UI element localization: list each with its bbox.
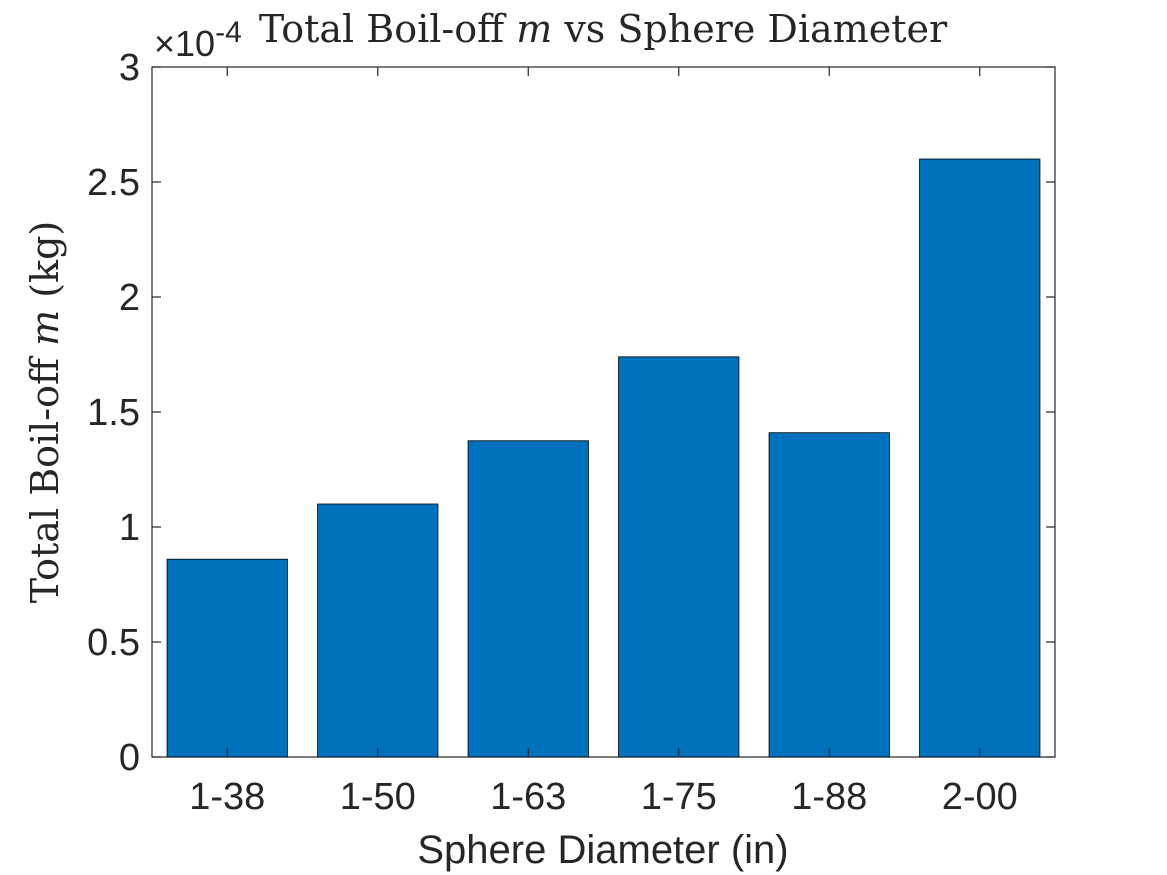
x-ticks-group: 1-38 1-50 1-63 1-75 1-88 2-00 [189, 67, 1018, 818]
y-axis-label-variable: m [23, 310, 67, 346]
bar-2-00 [919, 158, 1041, 758]
chart-title-variable: m [516, 7, 552, 51]
x-tick-label: 1-50 [340, 776, 416, 818]
bar-1-88 [768, 432, 890, 758]
x-tick-label: 1-88 [791, 776, 867, 818]
x-tick-label: 1-38 [189, 776, 265, 818]
x-axis-label: Sphere Diameter (in) [417, 828, 788, 872]
y-axis-label-suffix: (kg) [23, 221, 67, 310]
y-axis-label: Total Boil-off m (kg) [23, 221, 67, 603]
y-tick-label: 0 [119, 737, 140, 779]
bar-1-50 [317, 503, 439, 758]
y-tick-label: 2 [119, 277, 140, 319]
chart-title-suffix: vs Sphere Diameter [552, 7, 948, 51]
y-tick-label: 0.5 [87, 622, 140, 664]
y-exponent-base: ×10 [154, 23, 215, 64]
y-tick-label: 2.5 [87, 162, 140, 204]
x-tick-label: 1-63 [490, 776, 566, 818]
plot-area [151, 66, 1056, 758]
x-tick-label: 1-75 [641, 776, 717, 818]
x-tick-label: 2-00 [942, 776, 1018, 818]
y-exponent-label: ×10-4 [154, 16, 242, 64]
y-exponent-power: -4 [215, 16, 242, 49]
chart-title: Total Boil-off m vs Sphere Diameter [259, 7, 948, 51]
bar-1-38 [166, 558, 288, 758]
y-tick-label: 1.5 [87, 392, 140, 434]
bar-1-75 [618, 356, 740, 758]
y-tick-label: 1 [119, 507, 140, 549]
y-tick-label: 3 [119, 47, 140, 89]
y-axis-label-prefix: Total Boil-off [23, 346, 67, 603]
bar-1-63 [467, 440, 589, 758]
y-ticks-group: 0 0.5 1 1.5 2 2.5 3 [87, 47, 1055, 779]
chart-title-prefix: Total Boil-off [259, 7, 516, 51]
bars-group [166, 158, 1041, 758]
